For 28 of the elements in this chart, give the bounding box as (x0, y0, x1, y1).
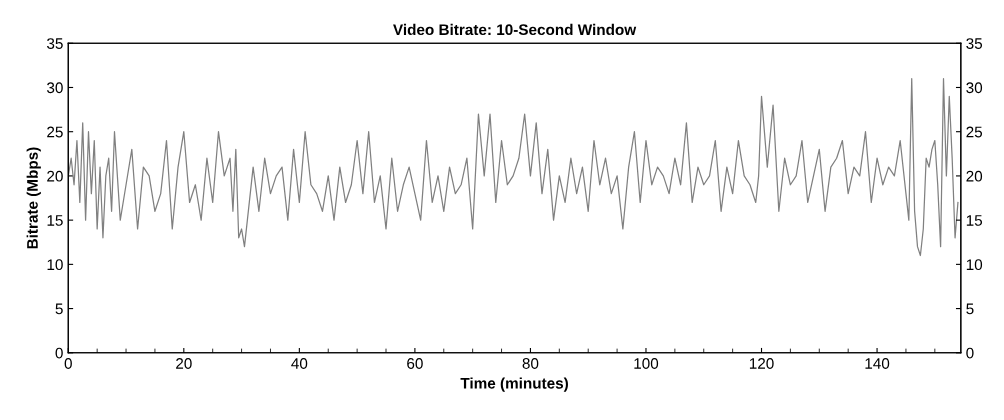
y2-tick-label: 35 (966, 38, 983, 49)
y-tick-label: 10 (47, 259, 63, 271)
y-tick-label: 35 (47, 38, 63, 49)
y2-tick-label: 0 (966, 347, 974, 359)
y2-tick-label: 10 (966, 259, 983, 271)
y-tick-label: 5 (55, 303, 63, 315)
x-tick-label: 80 (522, 358, 539, 369)
y2-tick-label: 5 (966, 303, 974, 315)
y-tick-label: 20 (47, 170, 63, 182)
y2-tick-label: 30 (966, 82, 983, 94)
y-tick-label: 0 (55, 347, 63, 359)
x-tick-label: 40 (291, 358, 308, 369)
chart-title: Video Bitrate: 10-Second Window (393, 23, 637, 36)
x-tick-label: 0 (64, 358, 72, 369)
x-axis-title: Time (minutes) (460, 377, 568, 392)
y2-tick-label: 25 (966, 126, 983, 138)
line-series (68, 78, 959, 257)
y-tick-label: 30 (47, 82, 63, 94)
x-tick-label: 100 (634, 358, 659, 369)
y2-tick-label: 20 (966, 170, 983, 182)
y-tick-label: 15 (47, 215, 63, 226)
x-tick-label: 60 (407, 358, 423, 369)
y2-tick-label: 15 (966, 215, 983, 226)
x-tick-label: 20 (176, 358, 192, 369)
x-tick-label: 120 (749, 358, 774, 369)
x-tick-label: 140 (865, 358, 890, 369)
y-axis-title: Bitrate (Mbps) (26, 147, 41, 249)
y-tick-label: 25 (47, 126, 63, 138)
